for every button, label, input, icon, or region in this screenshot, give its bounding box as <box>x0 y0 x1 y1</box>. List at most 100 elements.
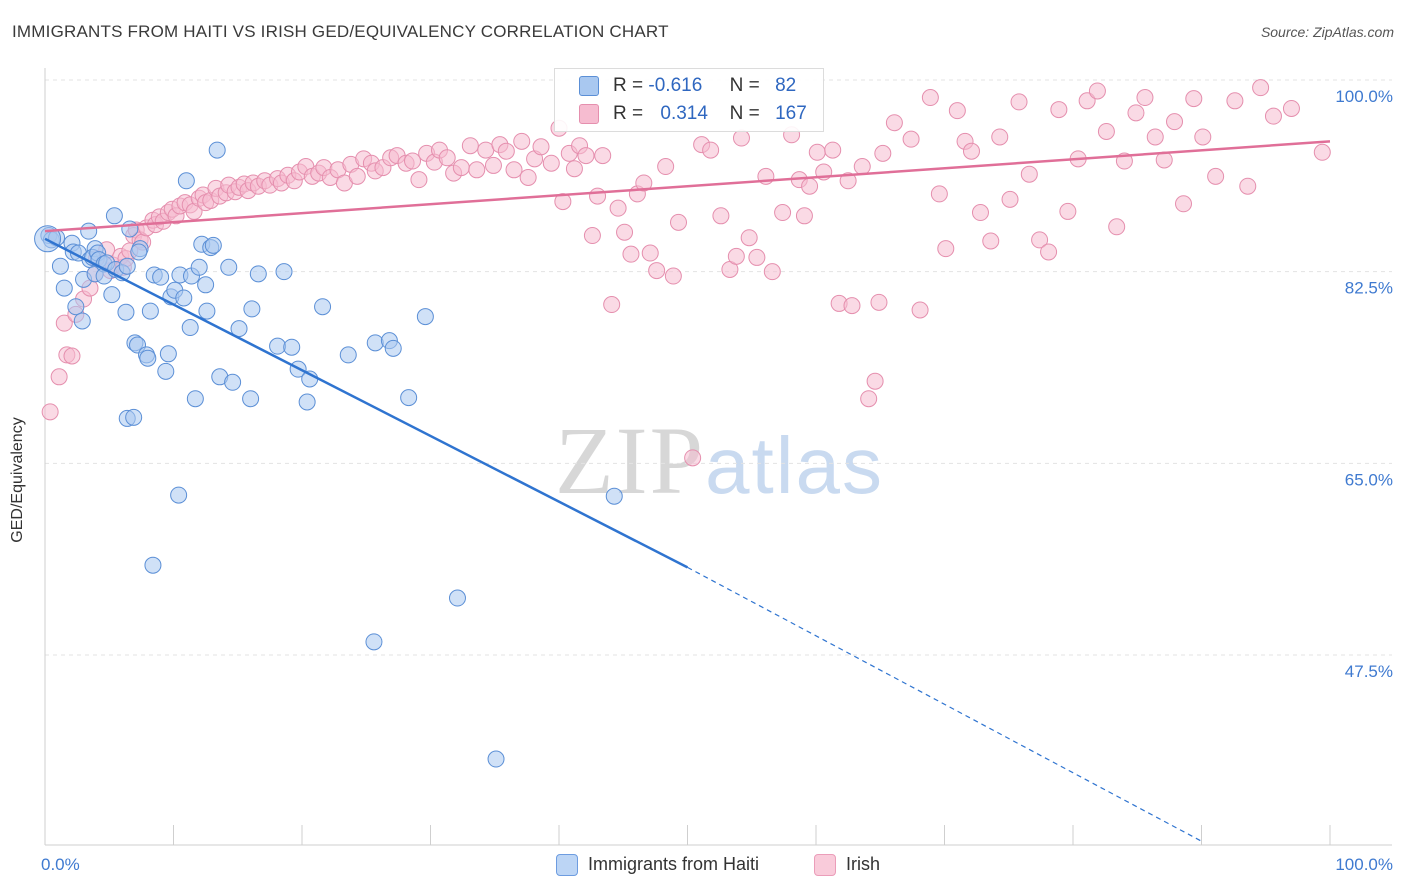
haiti-point <box>170 486 188 504</box>
irish-point <box>962 142 980 160</box>
haiti-point <box>448 589 466 607</box>
haiti-point <box>117 303 135 321</box>
haiti-point <box>197 276 215 294</box>
y-tick-label: 100.0% <box>1335 87 1393 106</box>
irish-point <box>1207 167 1225 185</box>
haiti-point <box>243 300 261 318</box>
haiti-point <box>366 334 384 352</box>
irish-n-value: 167 <box>775 103 807 124</box>
haiti-point <box>269 337 287 355</box>
irish-point <box>860 390 878 408</box>
haiti-r-label: R = <box>613 75 644 96</box>
haiti-point <box>73 312 91 330</box>
irish-point <box>937 240 955 258</box>
irish-point <box>565 160 583 178</box>
irish-point <box>808 143 826 161</box>
irish-point <box>1078 92 1096 110</box>
irish-point <box>1264 107 1282 125</box>
watermark: ZIPatlas <box>555 405 884 516</box>
haiti-point <box>208 141 226 159</box>
irish-point <box>1127 104 1145 122</box>
irish-point <box>583 227 601 245</box>
haiti-point <box>339 346 357 364</box>
irish-point <box>670 213 688 231</box>
irish-point <box>1020 165 1038 183</box>
haiti-point <box>55 279 73 297</box>
irish-point <box>532 138 550 156</box>
haiti-point <box>314 298 332 316</box>
irish-point <box>684 449 702 467</box>
haiti-point <box>121 220 139 238</box>
irish-point <box>609 199 627 217</box>
irish-point <box>410 171 428 189</box>
irish-point <box>801 177 819 195</box>
haiti-n-label: N = <box>729 75 760 96</box>
haiti-point <box>190 258 208 276</box>
irish-point <box>577 147 595 165</box>
irish-point <box>468 161 486 179</box>
haiti-point <box>144 556 162 574</box>
haiti-point <box>487 750 505 768</box>
haiti-point <box>275 263 293 281</box>
irish-point <box>921 89 939 107</box>
irish-point <box>542 154 560 172</box>
irish-point <box>519 168 537 186</box>
irish-point <box>824 141 842 159</box>
irish-trend-line <box>44 140 1331 233</box>
haiti-point <box>118 257 136 275</box>
haiti-point <box>51 257 69 275</box>
stats-legend: R = -0.616 N = 82 R = 0.314 N = 167 <box>554 68 824 132</box>
irish-point <box>1059 202 1077 220</box>
irish-point <box>748 248 766 266</box>
haiti-point <box>249 265 267 283</box>
irish-point <box>971 204 989 222</box>
haiti-point <box>198 302 216 320</box>
irish-point <box>1146 128 1164 146</box>
haiti-point <box>139 349 157 367</box>
irish-point <box>554 193 572 211</box>
irish-point <box>740 229 758 247</box>
y-tick-label: 82.5% <box>1345 279 1393 298</box>
irish-point <box>732 129 750 147</box>
irish-n-label: N = <box>729 103 760 124</box>
irish-point <box>1252 79 1270 97</box>
haiti-point <box>416 308 434 326</box>
irish-point <box>727 247 745 265</box>
irish-point <box>452 159 470 177</box>
irish-point <box>774 204 792 222</box>
haiti-point <box>400 389 418 407</box>
irish-point <box>991 128 1009 146</box>
y-tick-label: 47.5% <box>1345 662 1393 681</box>
irish-point <box>1136 89 1154 107</box>
y-axis-label-text: GED/Equivalency <box>9 417 26 543</box>
irish-point <box>505 161 523 179</box>
irish-r-label: R = <box>613 103 644 124</box>
irish-point <box>1166 113 1184 131</box>
haiti-point <box>103 286 121 304</box>
irish-point <box>866 372 884 390</box>
irish-point <box>55 314 73 332</box>
haiti-point <box>181 319 199 337</box>
legend-item-irish: Irish <box>814 852 880 877</box>
haiti-point <box>365 633 383 651</box>
irish-point <box>885 114 903 132</box>
haiti-point <box>130 243 148 261</box>
haiti-trend-line-extension <box>687 566 1202 842</box>
irish-point <box>50 368 68 386</box>
stats-legend-row-irish: R = 0.314 N = 167 <box>579 100 807 128</box>
irish-point <box>1010 93 1028 111</box>
haiti-point <box>125 408 143 426</box>
irish-point <box>594 147 612 165</box>
haiti-point <box>283 338 301 356</box>
haiti-point <box>152 268 170 286</box>
irish-point <box>1108 218 1126 236</box>
haiti-trend-line <box>44 237 689 569</box>
irish-point <box>1050 101 1068 119</box>
watermark-atlas: atlas <box>705 421 884 510</box>
haiti-point <box>384 339 402 357</box>
haiti-point <box>157 362 175 380</box>
haiti-point <box>220 258 238 276</box>
legend-irish-swatch <box>814 854 836 877</box>
legend-haiti-swatch <box>556 854 578 877</box>
irish-point <box>657 158 675 176</box>
